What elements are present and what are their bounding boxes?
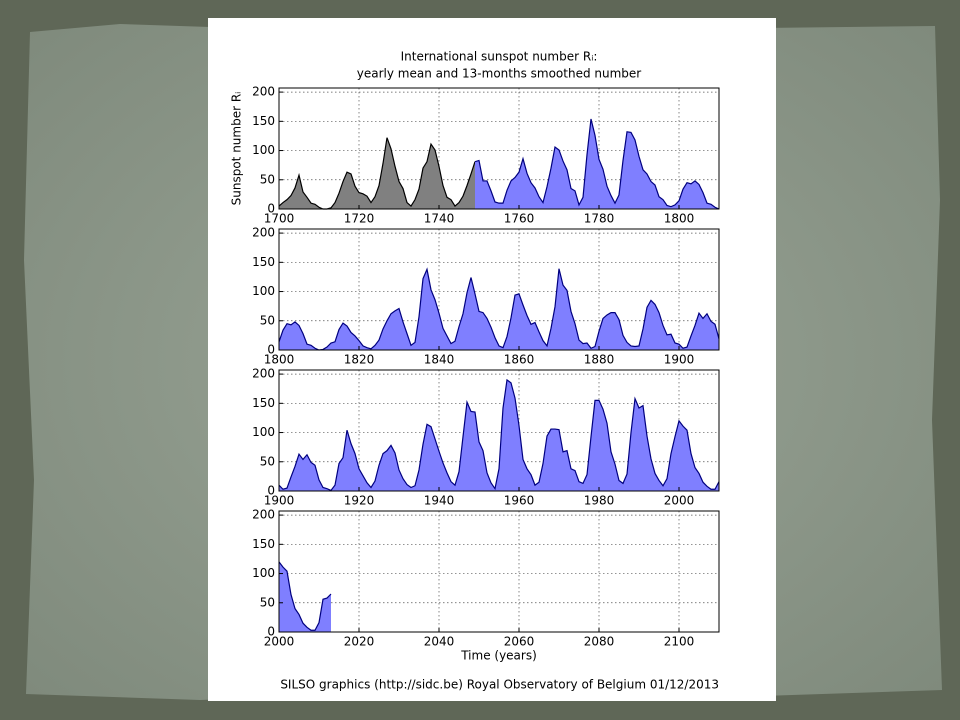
y-tick-label: 150 bbox=[252, 255, 275, 269]
x-tick-label: 1900 bbox=[664, 353, 695, 367]
x-tick-label: 1800 bbox=[664, 212, 695, 226]
x-tick-label: 2060 bbox=[504, 635, 535, 649]
y-tick-label: 150 bbox=[252, 114, 275, 128]
area-fill bbox=[279, 268, 719, 350]
x-tick-label: 2000 bbox=[664, 494, 695, 508]
y-tick-label: 50 bbox=[260, 595, 275, 609]
x-tick-label: 1760 bbox=[504, 212, 535, 226]
x-tick-label: 1780 bbox=[584, 212, 615, 226]
y-tick-label: 100 bbox=[252, 425, 275, 439]
x-tick-label: 1700 bbox=[264, 212, 295, 226]
y-tick-label: 50 bbox=[260, 454, 275, 468]
y-tick-label: 100 bbox=[252, 143, 275, 157]
series-line bbox=[278, 137, 476, 210]
x-tick-label: 1800 bbox=[264, 353, 295, 367]
series-line bbox=[474, 118, 720, 210]
y-tick-label: 0 bbox=[267, 484, 275, 498]
series-line bbox=[278, 378, 720, 492]
x-tick-label: 1920 bbox=[344, 494, 375, 508]
y-tick-label: 50 bbox=[260, 313, 275, 327]
y-tick-label: 0 bbox=[267, 625, 275, 639]
plot-frame bbox=[278, 369, 720, 492]
footer: SILSO graphics (http://sidc.be) Royal Ob… bbox=[280, 678, 719, 692]
area-fill bbox=[279, 561, 331, 632]
area-fill bbox=[279, 137, 475, 209]
y-tick-label: 50 bbox=[260, 172, 275, 186]
series-line bbox=[278, 561, 332, 631]
x-tick-label: 1840 bbox=[424, 353, 455, 367]
chart-image bbox=[208, 18, 776, 701]
plot-frame bbox=[278, 228, 720, 351]
plot-frame bbox=[278, 87, 720, 210]
area-fill bbox=[279, 379, 719, 491]
y-tick-label: 100 bbox=[252, 284, 275, 298]
x-tick-label: 1880 bbox=[584, 353, 615, 367]
x-tick-label: 2020 bbox=[344, 635, 375, 649]
y-tick-label: 0 bbox=[267, 343, 275, 357]
x-tick-label: 1720 bbox=[344, 212, 375, 226]
y-tick-label: 0 bbox=[267, 202, 275, 216]
x-tick-label: 1820 bbox=[344, 353, 375, 367]
plot-frame bbox=[278, 510, 720, 633]
y-tick-label: 150 bbox=[252, 396, 275, 410]
chart-title: International sunspot number Rᵢ: bbox=[401, 50, 598, 64]
y-tick-label: 150 bbox=[252, 537, 275, 551]
x-tick-label: 2080 bbox=[584, 635, 615, 649]
x-tick-label: 2000 bbox=[264, 635, 295, 649]
y-tick-label: 200 bbox=[252, 226, 275, 240]
series-line bbox=[278, 267, 720, 351]
chart-subtitle: yearly mean and 13-months smoothed numbe… bbox=[357, 67, 642, 81]
x-tick-label: 2040 bbox=[424, 635, 455, 649]
y-tick-label: 100 bbox=[252, 566, 275, 580]
y-tick-label: 200 bbox=[252, 508, 275, 522]
x-axis-label: Time (years) bbox=[460, 649, 537, 663]
x-tick-label: 1940 bbox=[424, 494, 455, 508]
x-tick-label: 1860 bbox=[504, 353, 535, 367]
y-tick-label: 200 bbox=[252, 85, 275, 99]
x-tick-label: 2100 bbox=[664, 635, 695, 649]
x-tick-label: 1900 bbox=[264, 494, 295, 508]
x-tick-label: 1740 bbox=[424, 212, 455, 226]
y-tick-label: 200 bbox=[252, 367, 275, 381]
x-tick-label: 1980 bbox=[584, 494, 615, 508]
y-axis-label: Sunspot number Rᵢ bbox=[230, 92, 244, 206]
x-tick-label: 1960 bbox=[504, 494, 535, 508]
area-fill bbox=[475, 118, 719, 209]
